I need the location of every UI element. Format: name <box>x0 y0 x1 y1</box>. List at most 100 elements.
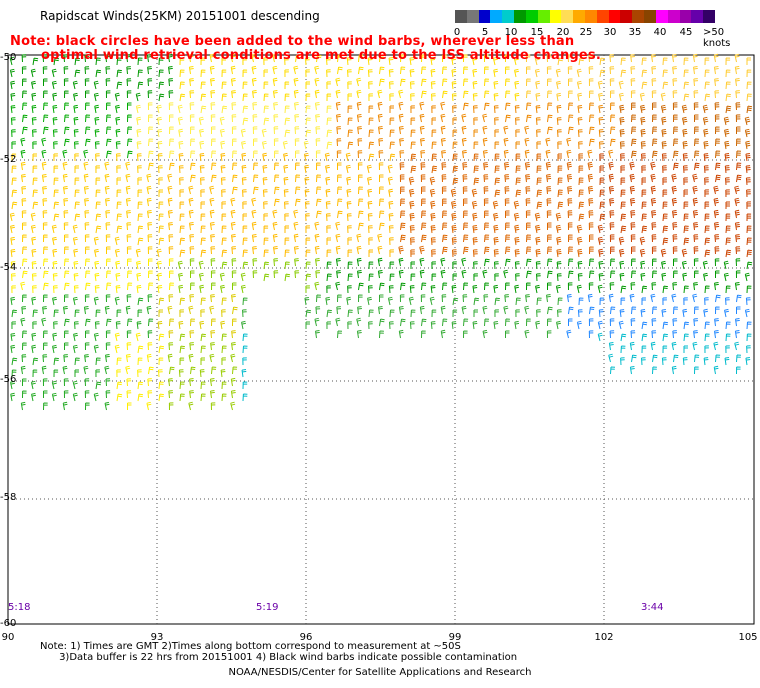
wind-barb <box>620 201 626 210</box>
wind-barb <box>546 66 552 75</box>
wind-barb <box>21 354 27 363</box>
wind-barb <box>293 233 299 243</box>
wind-barb <box>724 153 730 162</box>
wind-barb <box>10 236 16 246</box>
wind-barb <box>494 129 499 138</box>
wind-barb <box>106 282 112 291</box>
wind-barb <box>127 114 132 123</box>
wind-barb <box>660 92 666 102</box>
wind-barb <box>52 273 58 282</box>
wind-barb <box>431 117 436 125</box>
wind-barb <box>114 236 120 246</box>
wind-barb <box>293 77 299 87</box>
wind-barb <box>715 306 720 315</box>
wind-barb <box>95 189 101 198</box>
wind-barb <box>106 270 112 279</box>
wind-barb <box>200 393 206 402</box>
wind-barb <box>577 248 583 258</box>
wind-barb <box>452 141 458 150</box>
wind-barb <box>274 162 279 171</box>
wind-barb <box>662 297 667 306</box>
wind-barb <box>230 65 236 75</box>
wind-barb <box>515 273 520 282</box>
wind-barb <box>451 237 457 246</box>
wind-barb <box>326 117 332 126</box>
wind-barb <box>42 378 48 387</box>
color-scale-swatch <box>490 10 503 23</box>
wind-barb <box>221 57 226 65</box>
wind-barb <box>388 201 394 210</box>
wind-barb <box>22 234 27 243</box>
wind-barb <box>535 80 541 90</box>
wind-barb <box>618 92 624 102</box>
wind-barb <box>503 269 509 279</box>
wind-barb <box>556 117 562 126</box>
wind-barb <box>115 141 121 150</box>
wind-barb <box>672 282 678 291</box>
wind-barb <box>190 282 195 291</box>
wind-barb <box>504 162 510 171</box>
wind-barb <box>651 66 657 75</box>
wind-barb <box>74 69 81 78</box>
wind-barb <box>74 309 80 318</box>
wind-barb <box>210 330 216 339</box>
wind-barb <box>52 129 58 138</box>
credit: NOAA/NESDIS/Center for Satellite Applica… <box>228 667 532 678</box>
wind-barb <box>461 113 467 123</box>
wind-barb <box>398 306 404 315</box>
wind-barb <box>211 318 216 327</box>
wind-barb <box>126 342 132 351</box>
wind-barb <box>64 102 69 111</box>
wind-barb <box>209 65 215 75</box>
wind-barb <box>53 201 59 210</box>
wind-barb <box>32 321 37 330</box>
wind-barb <box>421 54 426 63</box>
wind-barb <box>557 129 562 138</box>
wind-barb <box>356 77 362 87</box>
wind-barb <box>74 177 80 186</box>
wind-barb <box>167 185 173 195</box>
wind-barb <box>746 93 752 102</box>
wind-barb <box>493 105 499 114</box>
wind-barb <box>683 321 689 330</box>
wind-barb <box>261 140 267 150</box>
wind-barb <box>715 294 721 303</box>
wind-barb <box>715 354 721 363</box>
wind-barb <box>147 222 153 231</box>
wind-barb <box>157 272 163 282</box>
wind-barb <box>724 308 730 318</box>
wind-barb <box>169 126 174 135</box>
wind-barb <box>305 93 311 102</box>
wind-barb <box>725 249 732 258</box>
wind-barb <box>43 246 48 255</box>
wind-barb <box>504 198 510 207</box>
wind-barb <box>526 318 531 327</box>
wind-barb <box>609 234 615 243</box>
wind-barb <box>547 306 553 315</box>
wind-barb <box>736 294 742 303</box>
wind-barb <box>305 81 310 89</box>
wind-barb <box>232 366 238 375</box>
wind-barb <box>135 332 141 342</box>
wind-barb <box>400 222 406 231</box>
wind-barb <box>11 285 16 294</box>
wind-barb <box>252 114 258 123</box>
wind-barb <box>557 189 563 198</box>
wind-barb <box>62 173 68 183</box>
wind-barb <box>714 90 720 99</box>
wind-barb <box>167 53 173 63</box>
wind-barb <box>400 54 406 63</box>
wind-barb <box>345 152 351 162</box>
wind-barb <box>168 90 174 99</box>
wind-barb <box>566 161 572 171</box>
wind-barb <box>683 297 688 306</box>
wind-barb <box>746 333 752 342</box>
wind-barb <box>72 236 78 246</box>
wind-barb <box>41 161 47 171</box>
lat-label: -58 <box>0 492 17 503</box>
wind-barb <box>273 138 279 147</box>
wind-barb <box>51 68 57 78</box>
wind-barb <box>190 162 196 171</box>
lat-label: -54 <box>0 262 17 273</box>
wind-barb <box>652 102 657 110</box>
